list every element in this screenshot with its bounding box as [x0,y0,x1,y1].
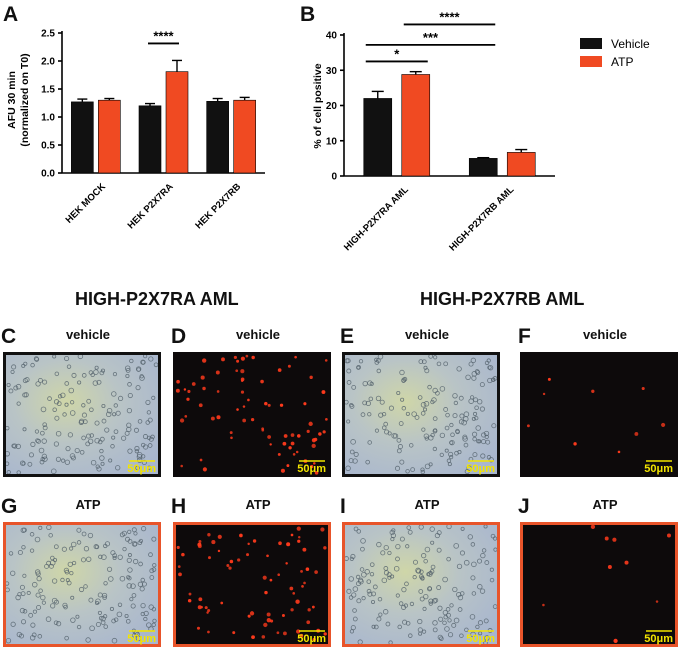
category-label-a: HEK P2X7RA [126,181,176,231]
micrograph-label-f: vehicle [583,327,627,342]
y-tick-label-a: 1.5 [41,85,55,96]
panel-letter-d: D [171,325,186,348]
scale-label-j: 50μm [644,633,673,645]
bar-a-vehicle [138,105,162,174]
y-tick-label-a: 0.5 [41,141,55,152]
cells-c [4,353,159,475]
panel-letter-i: I [340,495,346,518]
frame-c [3,352,161,477]
section-title-right: HIGH-P2X7RB AML [420,289,584,309]
category-label-b: HIGH-P2X7RA AML [342,184,411,253]
category-label-a: HEK MOCK [64,181,108,225]
significance-label-a: **** [153,28,174,43]
frame-j [520,522,678,647]
micrograph-label-e: vehicle [405,327,449,342]
significance-label-b: *** [423,30,439,45]
y-tick-label-a: 2.5 [41,29,55,40]
frame-g [3,522,161,647]
scale-label-e: 50μm [466,463,495,475]
micrograph-g [3,522,161,647]
scale-label-c: 50μm [127,463,156,475]
panel-letter-g: G [1,495,17,518]
y-tick-label-a: 1.0 [41,113,55,124]
category-label-b: HIGH-P2X7RB AML [447,184,516,253]
scale-label-g: 50μm [127,633,156,645]
bar-b-atp [506,152,536,177]
frame-e [342,352,500,477]
micrograph-label-c: vehicle [66,327,110,342]
category-label-a: HEK P2X7RB [193,181,243,231]
bar-a-atp [98,99,121,174]
frame-h [173,522,331,647]
bar-chart-b: % of cell positive 0 10 20 30 40 HIGH-P2X7RA … [312,9,555,253]
y-axis-title-b: % of cell positive [312,63,324,148]
bar-a-atp [233,99,256,174]
legend-swatch-vehicle [580,38,602,49]
panel-letter-a: A [3,3,18,26]
y-axis-title-a-line2: (normalized on T0) [19,53,31,146]
panel-letter-j: J [518,495,530,518]
bar-a-vehicle [206,101,229,174]
legend-label-vehicle: Vehicle [611,37,650,51]
y-tick-label-b: 40 [326,31,338,42]
micrograph-h [173,522,331,647]
legend: Vehicle ATP [580,37,650,69]
y-tick-label-b: 0 [331,172,337,183]
scale-label-i: 50μm [466,633,495,645]
micrograph-d [173,352,331,477]
panel-letter-c: C [1,325,16,348]
cells-j [542,524,671,643]
y-tick-label-a: 2.0 [41,57,55,68]
panel-letter-b: B [300,3,315,26]
micrograph-j [520,522,678,647]
scale-label-h: 50μm [297,633,326,645]
cells-d [175,354,328,475]
bar-a-atp [165,71,189,174]
significance-label-b: * [394,46,400,61]
y-axis-title-a-line1: AFU 30 min [6,71,18,129]
cells-h [176,526,327,642]
panel-letter-e: E [340,325,354,348]
scale-label-d: 50μm [297,463,326,475]
cells-f [526,377,666,454]
section-title-left: HIGH-P2X7RA AML [75,289,239,309]
legend-label-atp: ATP [611,55,633,69]
micrograph-label-h: ATP [245,497,270,512]
bar-b-atp [401,74,431,177]
scale-label-f: 50μm [644,463,673,475]
bar-b-vehicle [363,98,393,177]
micrograph-label-g: ATP [75,497,100,512]
micrograph-label-j: ATP [592,497,617,512]
legend-swatch-atp [580,56,602,67]
significance-label-b: **** [439,9,460,24]
bar-a-vehicle [71,101,94,174]
micrograph-f [520,352,678,477]
y-tick-label-b: 20 [326,101,338,112]
frame-i [342,522,500,647]
y-tick-label-b: 10 [326,136,338,147]
panel-letter-h: H [171,495,186,518]
cells-g [4,524,157,644]
bar-chart-a: AFU 30 min (normalized on T0) 0.0 0.5 1.0 1… [6,28,265,231]
panel-letter-f: F [518,325,531,348]
micrograph-label-i: ATP [414,497,439,512]
bar-b-vehicle [468,158,498,177]
cells-e [343,353,498,475]
y-tick-label-a: 0.0 [41,169,55,180]
micrograph-label-d: vehicle [236,327,280,342]
y-tick-label-b: 30 [326,66,338,77]
